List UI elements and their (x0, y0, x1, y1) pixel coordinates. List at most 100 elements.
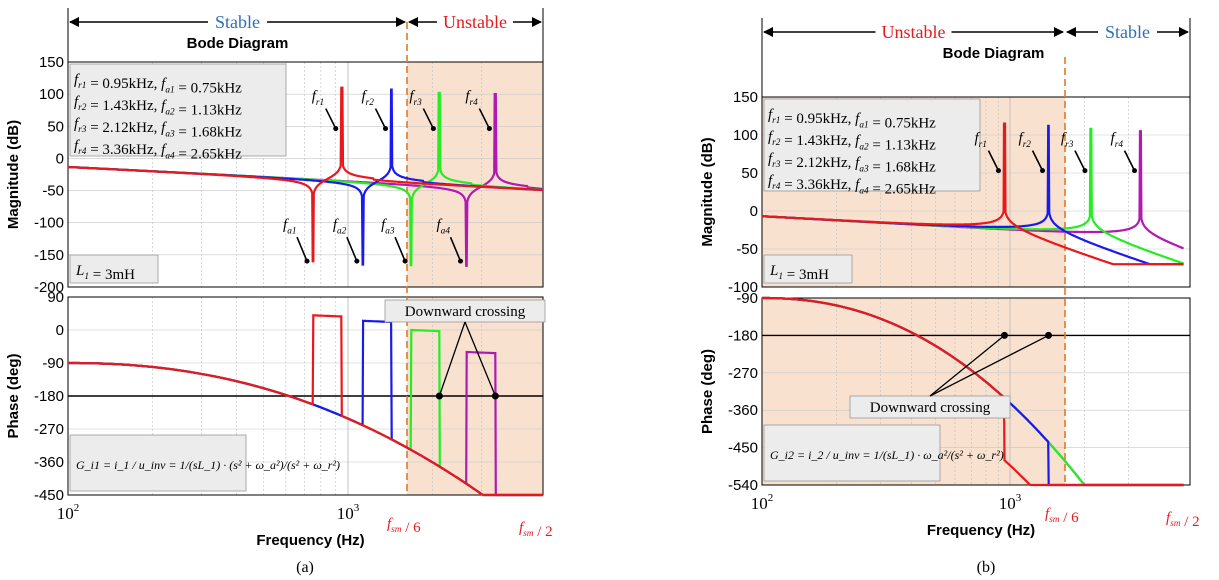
marker-label-base: f (312, 89, 318, 105)
marker-arrow (449, 236, 462, 262)
marker-arrowhead (995, 168, 1001, 174)
freq-legend-line: fr1 = 0.95kHz, fa1 = 0.75kHz (768, 107, 936, 131)
phase-axes (67, 296, 544, 496)
freq-legend-line: fr2 = 1.43kHz, fa2 = 1.13kHz (768, 129, 936, 153)
marker-arrow (374, 108, 387, 129)
annotation-arrow (929, 334, 1005, 397)
mag-series-line (68, 86, 544, 263)
freq-legend-line-sub: a3 (165, 129, 175, 139)
marker-arrowhead (402, 258, 408, 264)
fsm2-label-part: / 2 (534, 524, 553, 540)
mag-ytick-label: 0 (56, 150, 64, 167)
freq-legend-line-part: = 0.95kHz, (780, 111, 855, 127)
phase-ytick-label: -360 (728, 402, 758, 419)
marker-label: fa3 (381, 217, 395, 236)
marker-arrow (325, 108, 337, 129)
freq-legend-line-base: f (768, 151, 774, 167)
marker-label-base: f (381, 217, 387, 233)
phase-ytick-label: -450 (34, 487, 64, 504)
freq-legend-line-part: = 1.68kHz (869, 159, 937, 175)
freq-legend-line-sub: a4 (859, 186, 869, 196)
marker-label-sub: r1 (316, 98, 324, 108)
marker-label-base: f (333, 217, 339, 233)
freq-legend-line-base: f (768, 173, 774, 189)
phase-ytick-label: -360 (34, 454, 64, 471)
mag-ytick-label: -50 (42, 183, 64, 200)
freq-legend-line-sub: r1 (78, 81, 86, 91)
marker-label-base: f (465, 89, 471, 105)
freq-legend-line-part: = 1.43kHz, (86, 98, 161, 114)
freq-legend-line-part: = 0.75kHz (175, 80, 243, 96)
freq-legend-line-base: f (74, 72, 80, 88)
marker-label: fr2 (1019, 131, 1032, 150)
mag-ytick-label: 50 (47, 118, 64, 135)
mag-ytick-label: 50 (741, 165, 758, 182)
mag-ytick-label: 150 (733, 89, 758, 106)
fsm6-label-part: / 6 (1060, 510, 1080, 526)
freq-legend-line-part: = 1.13kHz (869, 137, 937, 153)
mag-ylabel: Magnitude (dB) (699, 137, 716, 246)
marker-label-sub: r2 (366, 98, 375, 108)
inductance-label: L1 = 3mH (75, 263, 135, 283)
marker-arrowhead (1040, 168, 1046, 174)
fsm2-label: fsm / 2 (519, 520, 553, 540)
marker-label-base: f (283, 217, 289, 233)
region-label: Unstable (882, 22, 946, 42)
marker-label-sub: r1 (979, 140, 987, 150)
marker-label: fr2 (361, 89, 374, 108)
marker-label-base: f (437, 217, 443, 233)
freq-legend-line-part: = 1.68kHz (175, 124, 243, 140)
xlabel: Frequency (Hz) (927, 522, 1035, 539)
inductance-label-part: = 3mH (89, 267, 135, 283)
freq-legend-line-base: f (855, 133, 861, 149)
fsm6-label: fsm / 6 (387, 516, 421, 536)
freq-legend-line-part: = 0.75kHz (869, 115, 937, 131)
x-tick-base: 10 (57, 504, 74, 523)
phase-ytick-label: -450 (728, 440, 758, 457)
freq-legend-line-base: f (768, 129, 774, 145)
marker-label: fr3 (409, 89, 422, 108)
marker-arrow (422, 108, 435, 129)
region-arrow-head (408, 17, 418, 27)
marker-arrowhead (304, 258, 310, 264)
mag-ytick-label: -50 (736, 241, 758, 258)
fsm6-label-sub: sm (391, 525, 402, 535)
region-arrow-head (1179, 27, 1189, 37)
marker-arrowhead (333, 126, 339, 132)
marker-label-sub: r4 (1115, 140, 1124, 150)
x-tick-exp: 2 (768, 492, 774, 504)
marker-label: fa1 (283, 217, 296, 236)
x-tick-label: 102 (57, 502, 80, 523)
region-label: Unstable (443, 12, 507, 32)
region-arrow-head (1066, 27, 1076, 37)
freq-legend-line-sub: r2 (78, 103, 87, 113)
freq-legend-line-base: f (161, 120, 167, 136)
freq-legend-line-base: f (161, 142, 167, 158)
freq-legend-line-base: f (855, 111, 861, 127)
formula-text: G_i1 = i_1 / u_inv = 1/(sL_1) · (s² + ω_… (76, 458, 340, 472)
phase-ytick-label: -540 (728, 477, 758, 494)
region-label: Stable (1105, 22, 1150, 42)
freq-legend-box (763, 98, 981, 192)
marker-arrowhead (382, 126, 388, 132)
mag-ytick-label: 150 (39, 54, 64, 71)
freq-legend-line-base: f (855, 177, 861, 193)
marker-label: fa4 (437, 217, 451, 236)
marker-label-base: f (1111, 131, 1117, 147)
marker-arrow (1074, 150, 1086, 171)
freq-legend-line-part: = 2.12kHz, (780, 155, 855, 171)
fsm6-label: fsm / 6 (1045, 506, 1079, 526)
freq-legend-line-sub: r3 (772, 160, 781, 170)
freq-legend-line-sub: a2 (859, 142, 869, 152)
inductance-label-base: L (75, 263, 84, 279)
marker-label-sub: r2 (1023, 140, 1032, 150)
mag-ylabel: Magnitude (dB) (5, 120, 22, 229)
freq-legend-line-base: f (74, 116, 80, 132)
fsm6-label-base: f (387, 516, 393, 532)
annotation-arrow (438, 321, 466, 397)
inductance-label-base: L (769, 263, 778, 279)
freq-legend-line: fr1 = 0.95kHz, fa1 = 0.75kHz (74, 72, 242, 96)
marker-label: fr1 (974, 131, 986, 150)
freq-legend-line-sub: a2 (165, 107, 175, 117)
